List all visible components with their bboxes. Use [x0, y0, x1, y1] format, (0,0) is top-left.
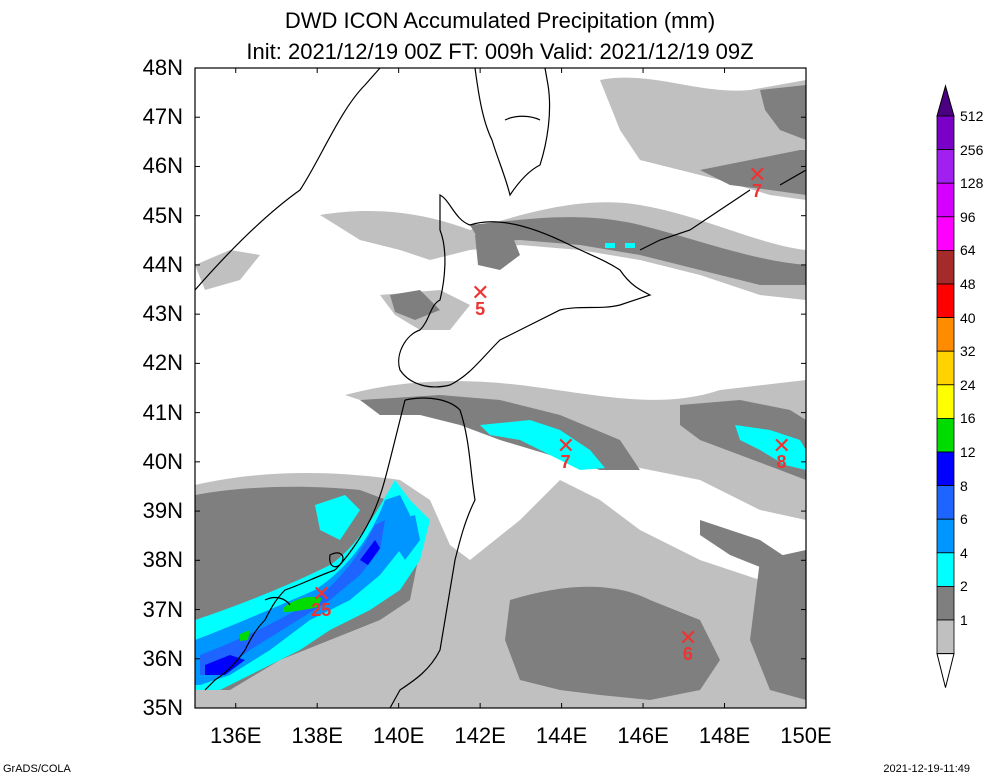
colorbar-level-label: 4	[960, 544, 968, 561]
lon-label: 146E	[617, 723, 669, 748]
axis-ticks	[195, 67, 807, 709]
lat-label: 37N	[142, 596, 183, 622]
colorbar-swatch	[936, 350, 955, 386]
colorbar-level-label: 256	[960, 141, 984, 158]
marker-value: 6	[682, 644, 693, 665]
colorbar-swatch	[936, 283, 955, 318]
colorbar-level-label: 8	[960, 477, 968, 494]
marker-cross-icon: ✕	[678, 625, 698, 651]
marker-cross-icon: ✕	[556, 433, 576, 459]
marker-cross-icon: ✕	[748, 162, 767, 188]
colorbar-swatch	[936, 619, 955, 654]
colorbar	[936, 84, 955, 688]
colorbar-level-label: 24	[960, 376, 976, 393]
lat-label: 40N	[142, 448, 183, 474]
lat-label: 39N	[142, 498, 183, 524]
colorbar-swatch	[936, 384, 955, 419]
marker-value: 25	[311, 599, 332, 620]
lat-label: 35N	[142, 695, 183, 720]
colorbar-swatch	[936, 216, 955, 251]
colorbar-swatch	[936, 149, 955, 184]
colorbar-level-label: 32	[960, 343, 976, 360]
colorbar-top-arrow	[936, 84, 955, 117]
lat-label: 44N	[142, 251, 183, 277]
coastlines	[195, 68, 806, 708]
lon-label: 144E	[535, 723, 588, 748]
marker-value: 5	[475, 299, 486, 320]
colorbar-swatch	[936, 451, 955, 486]
colorbar-swatch	[936, 317, 955, 352]
precip-fields	[195, 77, 806, 708]
colorbar-level-label: 64	[960, 242, 976, 259]
lat-label: 47N	[142, 104, 183, 130]
colorbar-level-label: 40	[960, 309, 976, 326]
colorbar-swatch	[936, 552, 955, 587]
lon-label: 150E	[780, 723, 832, 748]
lat-label: 48N	[142, 55, 183, 80]
colorbar-swatch	[936, 518, 955, 554]
lat-label: 45N	[142, 202, 183, 228]
footer-timestamp: 2021-12-19-11:49	[883, 763, 970, 775]
colorbar-swatch	[936, 485, 955, 520]
lon-label: 138E	[291, 723, 343, 748]
colorbar-level-label: 48	[960, 276, 976, 292]
marker-value: 7	[560, 452, 571, 473]
colorbar-swatch	[936, 182, 955, 218]
colorbar-swatch	[936, 586, 955, 621]
colorbar-level-label: 6	[960, 511, 968, 528]
colorbar-swatch	[936, 115, 955, 150]
map-title: DWD ICON Accumulated Precipitation (mm)	[284, 8, 716, 33]
map-subtitle: Init: 2021/12/19 00Z FT: 009h Valid: 202…	[246, 39, 754, 64]
lat-label: 36N	[142, 645, 183, 671]
lat-label: 46N	[142, 153, 183, 179]
marker-value: 8	[776, 452, 787, 473]
marker-cross-icon: ✕	[471, 280, 490, 306]
footer-credit: GrADS/COLA	[3, 763, 71, 775]
colorbar-level-label: 2	[960, 578, 968, 595]
colorbar-bottom-arrow	[936, 653, 955, 688]
colorbar-level-label: 512	[960, 108, 984, 124]
marker-value: 7	[752, 181, 763, 202]
map-frame	[194, 67, 807, 709]
marker-cross-icon: ✕	[312, 580, 331, 606]
colorbar-level-label: 128	[960, 175, 984, 192]
colorbar-swatch	[936, 417, 955, 453]
lon-label: 148E	[698, 723, 751, 748]
lon-label: 142E	[454, 723, 506, 748]
lat-label: 41N	[142, 399, 183, 425]
colorbar-level-label: 1	[960, 612, 968, 628]
lat-label: 42N	[142, 350, 183, 376]
lat-label: 43N	[142, 301, 183, 327]
colorbar-level-label: 16	[960, 410, 976, 427]
lon-label: 136E	[210, 723, 262, 748]
colorbar-swatch	[936, 249, 955, 285]
colorbar-level-label: 12	[960, 444, 976, 460]
lon-label: 140E	[372, 723, 425, 748]
lat-label: 38N	[142, 547, 183, 573]
colorbar-level-label: 96	[960, 208, 976, 225]
marker-cross-icon: ✕	[772, 433, 791, 459]
